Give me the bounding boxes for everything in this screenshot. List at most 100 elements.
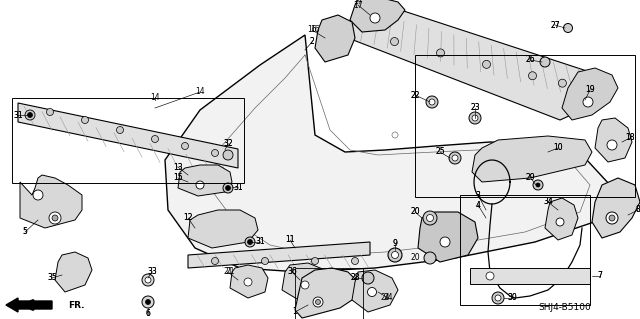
- Text: 13: 13: [173, 162, 183, 172]
- Circle shape: [426, 214, 433, 221]
- Text: 9: 9: [392, 240, 397, 249]
- Text: 9: 9: [392, 240, 397, 249]
- Text: 32: 32: [223, 139, 233, 149]
- Polygon shape: [545, 198, 578, 240]
- Circle shape: [142, 296, 154, 308]
- Text: 29: 29: [525, 173, 535, 182]
- Polygon shape: [188, 210, 258, 248]
- Polygon shape: [20, 175, 82, 228]
- Circle shape: [196, 181, 204, 189]
- Circle shape: [583, 97, 593, 107]
- Text: 22: 22: [410, 91, 420, 100]
- Text: 33: 33: [147, 268, 157, 277]
- Text: 24: 24: [383, 293, 393, 302]
- Text: 2: 2: [310, 38, 314, 47]
- Circle shape: [47, 108, 54, 115]
- Text: 6: 6: [145, 309, 150, 318]
- Text: 31: 31: [13, 110, 23, 120]
- Text: 1: 1: [292, 308, 298, 316]
- Text: 26: 26: [525, 56, 535, 64]
- Text: 5: 5: [22, 227, 28, 236]
- Text: 19: 19: [585, 85, 595, 94]
- Circle shape: [312, 257, 319, 264]
- Circle shape: [152, 136, 159, 143]
- Circle shape: [211, 257, 218, 264]
- Text: 10: 10: [553, 144, 563, 152]
- Circle shape: [351, 257, 358, 264]
- Circle shape: [49, 212, 61, 224]
- Text: 31: 31: [13, 110, 23, 120]
- Text: 20: 20: [410, 254, 420, 263]
- Text: 31: 31: [233, 182, 243, 191]
- Bar: [415, 55, 635, 197]
- Text: 14: 14: [195, 87, 205, 97]
- Circle shape: [182, 143, 189, 150]
- Text: 28: 28: [350, 273, 360, 283]
- FancyArrow shape: [6, 298, 52, 312]
- Circle shape: [436, 49, 445, 57]
- Circle shape: [429, 99, 435, 105]
- Polygon shape: [595, 118, 632, 162]
- Text: 20: 20: [410, 207, 420, 217]
- Circle shape: [423, 211, 437, 225]
- Circle shape: [25, 110, 35, 120]
- Text: 25: 25: [435, 147, 445, 157]
- Text: 26: 26: [525, 56, 535, 64]
- Text: 5: 5: [22, 227, 28, 236]
- Circle shape: [392, 132, 398, 138]
- Text: 27: 27: [550, 20, 560, 29]
- Text: 10: 10: [553, 144, 563, 152]
- Text: 30: 30: [507, 293, 517, 302]
- Circle shape: [426, 96, 438, 108]
- Circle shape: [225, 186, 230, 190]
- Polygon shape: [188, 242, 370, 268]
- Polygon shape: [18, 103, 238, 168]
- Text: 14: 14: [150, 93, 160, 101]
- Circle shape: [362, 272, 374, 284]
- Circle shape: [472, 115, 478, 121]
- Text: 23: 23: [470, 103, 480, 113]
- Text: 18: 18: [625, 133, 635, 143]
- Circle shape: [248, 240, 253, 244]
- Circle shape: [245, 237, 255, 247]
- Circle shape: [492, 292, 504, 304]
- Text: 29: 29: [525, 173, 535, 182]
- Text: 8: 8: [636, 205, 640, 214]
- Polygon shape: [350, 0, 405, 32]
- Text: 25: 25: [435, 147, 445, 157]
- Polygon shape: [55, 252, 92, 292]
- Circle shape: [262, 257, 269, 264]
- Text: 16: 16: [310, 26, 320, 34]
- Circle shape: [313, 297, 323, 307]
- Polygon shape: [352, 270, 398, 312]
- Circle shape: [370, 13, 380, 23]
- Text: 17: 17: [353, 0, 363, 6]
- Text: 3: 3: [476, 190, 481, 199]
- Polygon shape: [592, 178, 640, 238]
- Circle shape: [244, 278, 252, 286]
- Text: 15: 15: [173, 174, 183, 182]
- Text: 36: 36: [287, 268, 297, 277]
- Text: 31: 31: [255, 238, 265, 247]
- Text: 1: 1: [292, 308, 298, 316]
- Circle shape: [469, 112, 481, 124]
- Polygon shape: [282, 263, 330, 302]
- Circle shape: [223, 183, 233, 193]
- Text: 22: 22: [410, 91, 420, 100]
- Text: 16: 16: [307, 26, 317, 34]
- Circle shape: [529, 72, 536, 80]
- Circle shape: [367, 287, 376, 296]
- Circle shape: [558, 79, 566, 87]
- Circle shape: [452, 155, 458, 161]
- Text: 35: 35: [47, 273, 57, 283]
- Bar: [460, 195, 590, 305]
- Circle shape: [142, 274, 154, 286]
- Circle shape: [483, 60, 490, 68]
- Text: 34: 34: [543, 197, 553, 206]
- Text: 35: 35: [47, 273, 57, 283]
- Text: 12: 12: [183, 213, 193, 222]
- Circle shape: [388, 248, 402, 262]
- Text: 19: 19: [585, 85, 595, 94]
- Text: 27: 27: [550, 20, 560, 29]
- Text: 36: 36: [287, 268, 297, 277]
